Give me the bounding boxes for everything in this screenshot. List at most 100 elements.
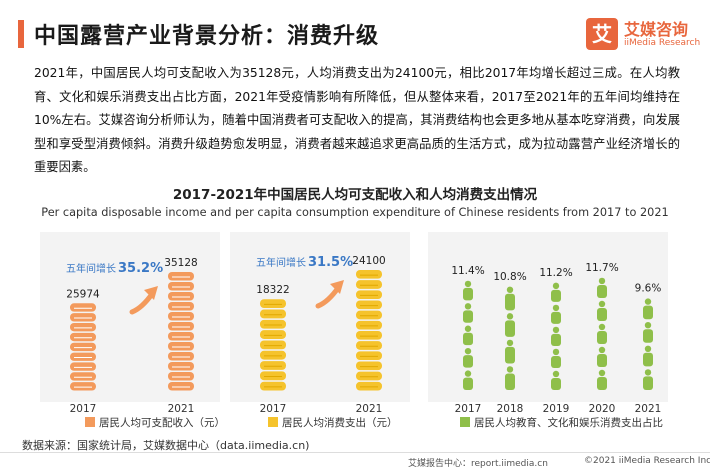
brand-logo-icon: 艾 <box>586 18 618 50</box>
income-bar-segment <box>70 382 96 391</box>
edu-figure-body <box>463 332 473 346</box>
income-bar-segment <box>70 342 96 352</box>
edu-figure-head <box>464 370 472 377</box>
edu-data-label: 10.8% <box>493 271 526 283</box>
edu-figure-head <box>552 370 560 378</box>
consumption-data-label: 24100 <box>352 255 385 267</box>
edu-figure-body <box>505 373 515 390</box>
consumption-growth-value: 31.5% <box>308 255 353 270</box>
edu-figure-head <box>552 326 560 334</box>
edu-legend-swatch <box>460 417 470 427</box>
page-title: 中国露营产业背景分析：消费升级 <box>34 24 380 49</box>
income-growth-label: 五年间增长 <box>66 262 116 275</box>
consumption-bar-segment <box>260 299 286 309</box>
edu-figure-body <box>463 287 473 301</box>
income-bar-segment <box>70 303 96 312</box>
income-legend: 居民人均可支配收入（元） <box>85 415 225 430</box>
consumption-bar-segment <box>356 351 382 360</box>
consumption-bar-segment <box>356 320 382 330</box>
income-bar-segment <box>168 272 194 281</box>
edu-figure-body <box>505 293 515 311</box>
intro-paragraph: 2021年，中国居民人均可支配收入为35128元，人均消费支出为24100元，相… <box>34 66 680 174</box>
edu-figure-body <box>505 320 515 337</box>
income-bar-segment <box>168 372 194 381</box>
edu-tick-label: 2018 <box>497 403 524 415</box>
consumption-bar-segment <box>356 290 382 299</box>
income-bar-2017 <box>70 303 96 391</box>
edu-bar-2021 <box>643 298 653 390</box>
edu-figure-body <box>643 329 653 343</box>
consumption-bar-segment <box>356 331 382 340</box>
edu-figure-body <box>643 305 653 320</box>
edu-figure-head <box>644 298 652 305</box>
income-bar-segment <box>168 352 194 361</box>
consumption-bar-2021 <box>356 270 382 391</box>
footer-divider <box>0 452 710 453</box>
chart-subtitle: Per capita disposable income and per cap… <box>41 206 669 219</box>
consumption-bar-segment <box>260 309 286 319</box>
consumption-bar-2017 <box>260 299 286 391</box>
income-bar-segment <box>70 322 96 332</box>
edu-data-label: 11.4% <box>451 265 484 277</box>
income-bar-2021 <box>168 272 194 391</box>
edu-figure-body <box>597 284 607 298</box>
consumption-bar-segment <box>356 361 382 371</box>
edu-data-label: 11.2% <box>539 267 572 279</box>
income-bar-segment <box>70 332 96 342</box>
edu-figure-head <box>506 366 514 373</box>
consumption-bar-segment <box>260 361 286 370</box>
edu-figure-head <box>506 339 514 347</box>
title-accent-bar <box>18 20 24 48</box>
income-data-label: 35128 <box>164 257 197 269</box>
edu-figure-body <box>505 346 515 364</box>
report-center-link[interactable]: 艾媒报告中心：report.iimedia.cn <box>408 459 548 469</box>
edu-figure-head <box>598 300 606 308</box>
edu-figure-head <box>598 346 606 354</box>
edu-tick-label: 2019 <box>543 403 570 415</box>
edu-figure-body <box>463 310 473 323</box>
edu-figure-head <box>506 313 514 320</box>
edu-figure-head <box>552 304 560 312</box>
income-data-label: 25974 <box>66 288 100 300</box>
edu-figure-head <box>598 277 606 285</box>
consumption-legend-label: 居民人均消费支出（元） <box>282 417 398 429</box>
edu-figure-body <box>463 377 473 390</box>
edu-figure-head <box>598 323 606 331</box>
edu-figure-body <box>643 376 653 390</box>
edu-bar-2020 <box>597 277 607 390</box>
edu-data-label: 11.7% <box>585 262 618 274</box>
income-bar-segment <box>168 362 194 371</box>
consumption-legend: 居民人均消费支出（元） <box>268 415 398 430</box>
edu-figure-body <box>551 311 561 324</box>
consumption-bar-segment <box>260 381 286 391</box>
edu-figure-body <box>597 376 607 390</box>
consumption-growth-arrow <box>315 285 341 309</box>
income-bar-segment <box>168 322 194 331</box>
income-bar-segment <box>70 362 96 371</box>
income-bar-segment <box>168 282 194 291</box>
edu-figure-body <box>597 330 607 344</box>
income-growth-arrowhead <box>144 286 158 300</box>
consumption-legend-swatch <box>268 417 278 427</box>
edu-tick-label: 2020 <box>589 403 616 415</box>
edu-figure-body <box>551 289 561 302</box>
edu-figure-head <box>644 345 652 352</box>
income-bar-segment <box>168 312 194 321</box>
edu-figure-body <box>643 352 653 367</box>
income-bar-segment <box>168 292 194 301</box>
income-bar-segment <box>70 372 96 381</box>
edu-figure-head <box>464 325 472 332</box>
edu-figure-head <box>644 369 652 376</box>
edu-figure-head <box>464 347 472 355</box>
consumption-tick-label: 2021 <box>356 403 383 415</box>
income-bar-segment <box>168 342 194 351</box>
consumption-bar-segment <box>260 350 286 360</box>
income-tick-label: 2021 <box>168 403 195 415</box>
edu-figure-body <box>463 355 473 368</box>
edu-figure-head <box>506 286 514 293</box>
edu-figure-head <box>598 369 606 377</box>
edu-figure-body <box>551 355 561 368</box>
consumption-bar-segment <box>356 371 382 381</box>
edu-legend-label: 居民人均教育、文化和娱乐消费支出占比 <box>474 417 663 429</box>
